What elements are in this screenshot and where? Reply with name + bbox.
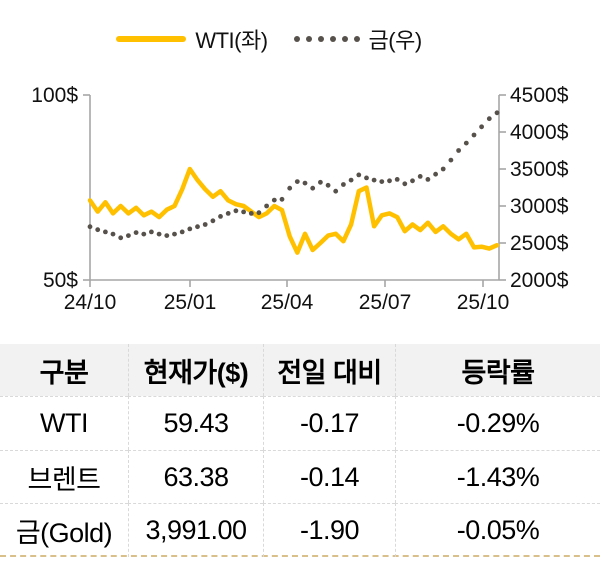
gold-price-dot xyxy=(149,229,154,235)
table-row-gold-name: 금(Gold) xyxy=(0,503,128,557)
gold-price-dot xyxy=(110,231,116,237)
gold-price-dot xyxy=(325,182,331,188)
legend-item-gold: 금(우) xyxy=(293,23,423,55)
gold-dots-swatch-icon xyxy=(293,36,360,42)
gold-price-dot xyxy=(125,233,131,239)
x-axis-label: 25/07 xyxy=(359,291,412,314)
gold-price-dot xyxy=(172,231,177,237)
x-axis-label: 24/10 xyxy=(64,291,117,314)
legend-label-wti: WTI(좌) xyxy=(195,28,268,53)
gold-price-dot xyxy=(95,227,101,233)
chart-canvas: 100$ 50$ 4500$ 4000$ 3500$ 3000$ 2500$ 2000$ 24/… xyxy=(31,84,569,314)
right-axis-label: 2500$ xyxy=(510,232,569,255)
gold-price-dot xyxy=(463,140,469,146)
wti-price-line xyxy=(87,166,500,255)
left-axis-label: 100$ xyxy=(31,84,78,107)
gold-price-dot xyxy=(471,132,477,138)
table-row-wti-price: 59.43 xyxy=(128,396,263,450)
chart-legend: WTI(좌) 금(우) xyxy=(0,24,600,54)
x-axis-label: 25/04 xyxy=(261,291,314,314)
gold-price-dot xyxy=(486,116,492,122)
gold-price-dot xyxy=(256,210,262,216)
gold-price-dot xyxy=(233,208,239,214)
gold-price-dot xyxy=(118,235,124,241)
chart-area: 100$ 50$ 4500$ 4000$ 3500$ 3000$ 2500$ 2000$ 24/… xyxy=(31,84,569,314)
gold-price-dot xyxy=(133,230,139,236)
gold-price-dot xyxy=(371,177,377,183)
gold-price-dot xyxy=(318,179,323,185)
table-header-price: 현재가($) xyxy=(128,344,263,396)
gold-price-dot xyxy=(264,203,269,209)
gold-price-dot xyxy=(103,229,108,235)
gold-price-dot xyxy=(417,174,423,179)
gold-price-dot xyxy=(210,218,216,224)
gold-price-dot xyxy=(287,185,293,191)
right-axis-label: 3000$ xyxy=(510,195,569,218)
table-row-brent-name: 브렌트 xyxy=(0,450,128,503)
gold-price-dot xyxy=(179,229,185,235)
gold-price-dot xyxy=(433,171,438,177)
gold-price-dot xyxy=(195,224,200,230)
gold-price-dot xyxy=(248,211,254,216)
table-row-wti-pct: -0.29% xyxy=(395,396,600,450)
table-header-change: 전일 대비 xyxy=(263,344,395,396)
gold-price-dot xyxy=(87,224,93,230)
gold-price-dot xyxy=(479,124,484,130)
table-row-brent-pct: -1.43% xyxy=(395,450,600,503)
table-row-gold-pct: -0.05% xyxy=(395,503,600,557)
right-axis-label: 3500$ xyxy=(510,158,569,181)
x-axis-label: 25/01 xyxy=(164,291,217,314)
right-axis-label: 2000$ xyxy=(510,269,569,292)
gold-price-dot xyxy=(440,166,446,172)
gold-price-dot xyxy=(341,182,346,187)
right-axis-label: 4000$ xyxy=(510,121,569,144)
wti-line-swatch-icon xyxy=(116,36,187,42)
left-axis-label: 50$ xyxy=(43,269,78,292)
gold-price-dot xyxy=(310,185,316,191)
table-row-wti-change: -0.17 xyxy=(263,396,395,450)
x-axis-label: 25/10 xyxy=(457,291,510,314)
gold-price-dot xyxy=(410,178,415,184)
gold-price-dot xyxy=(302,180,308,186)
gold-price-dot xyxy=(218,214,223,219)
gold-price-dot xyxy=(348,177,354,183)
gold-price-dot xyxy=(425,177,431,182)
gold-price-dot xyxy=(333,188,339,194)
table-row-brent-price: 63.38 xyxy=(128,450,263,503)
gold-price-dot xyxy=(494,110,500,116)
gold-price-dot xyxy=(294,179,300,185)
gold-price-dot xyxy=(448,157,454,163)
gold-price-dot xyxy=(202,222,208,227)
table-header-category: 구분 xyxy=(0,344,128,396)
table-row-brent-change: -0.14 xyxy=(263,450,395,503)
gold-price-dot xyxy=(241,209,247,215)
gold-price-dot xyxy=(394,177,400,182)
gold-price-dot xyxy=(187,226,193,232)
legend-item-wti: WTI(좌) xyxy=(116,23,268,55)
price-table: 구분 현재가($) 전일 대비 등락률 WTI 59.43 -0.17 -0.2… xyxy=(0,344,600,557)
gold-price-dot xyxy=(387,178,392,184)
gold-price-dot xyxy=(364,175,369,181)
gold-price-dot xyxy=(402,181,408,187)
gold-price-dot xyxy=(456,148,461,153)
gold-price-dot xyxy=(271,197,277,203)
gold-price-dot xyxy=(141,231,147,237)
gold-price-dot xyxy=(279,196,285,202)
legend-label-gold: 금(우) xyxy=(368,28,423,53)
gold-price-dot xyxy=(164,233,170,239)
gold-price-dot xyxy=(379,179,385,185)
table-header-pct: 등락률 xyxy=(395,344,600,396)
table-row-wti-name: WTI xyxy=(0,396,128,450)
table-row-gold-price: 3,991.00 xyxy=(128,503,263,557)
gold-price-dot xyxy=(225,211,231,216)
gold-price-dot xyxy=(156,231,162,237)
gold-price-dot xyxy=(356,172,362,178)
right-axis-label: 4500$ xyxy=(510,84,569,107)
table-row-gold-change: -1.90 xyxy=(263,503,395,557)
